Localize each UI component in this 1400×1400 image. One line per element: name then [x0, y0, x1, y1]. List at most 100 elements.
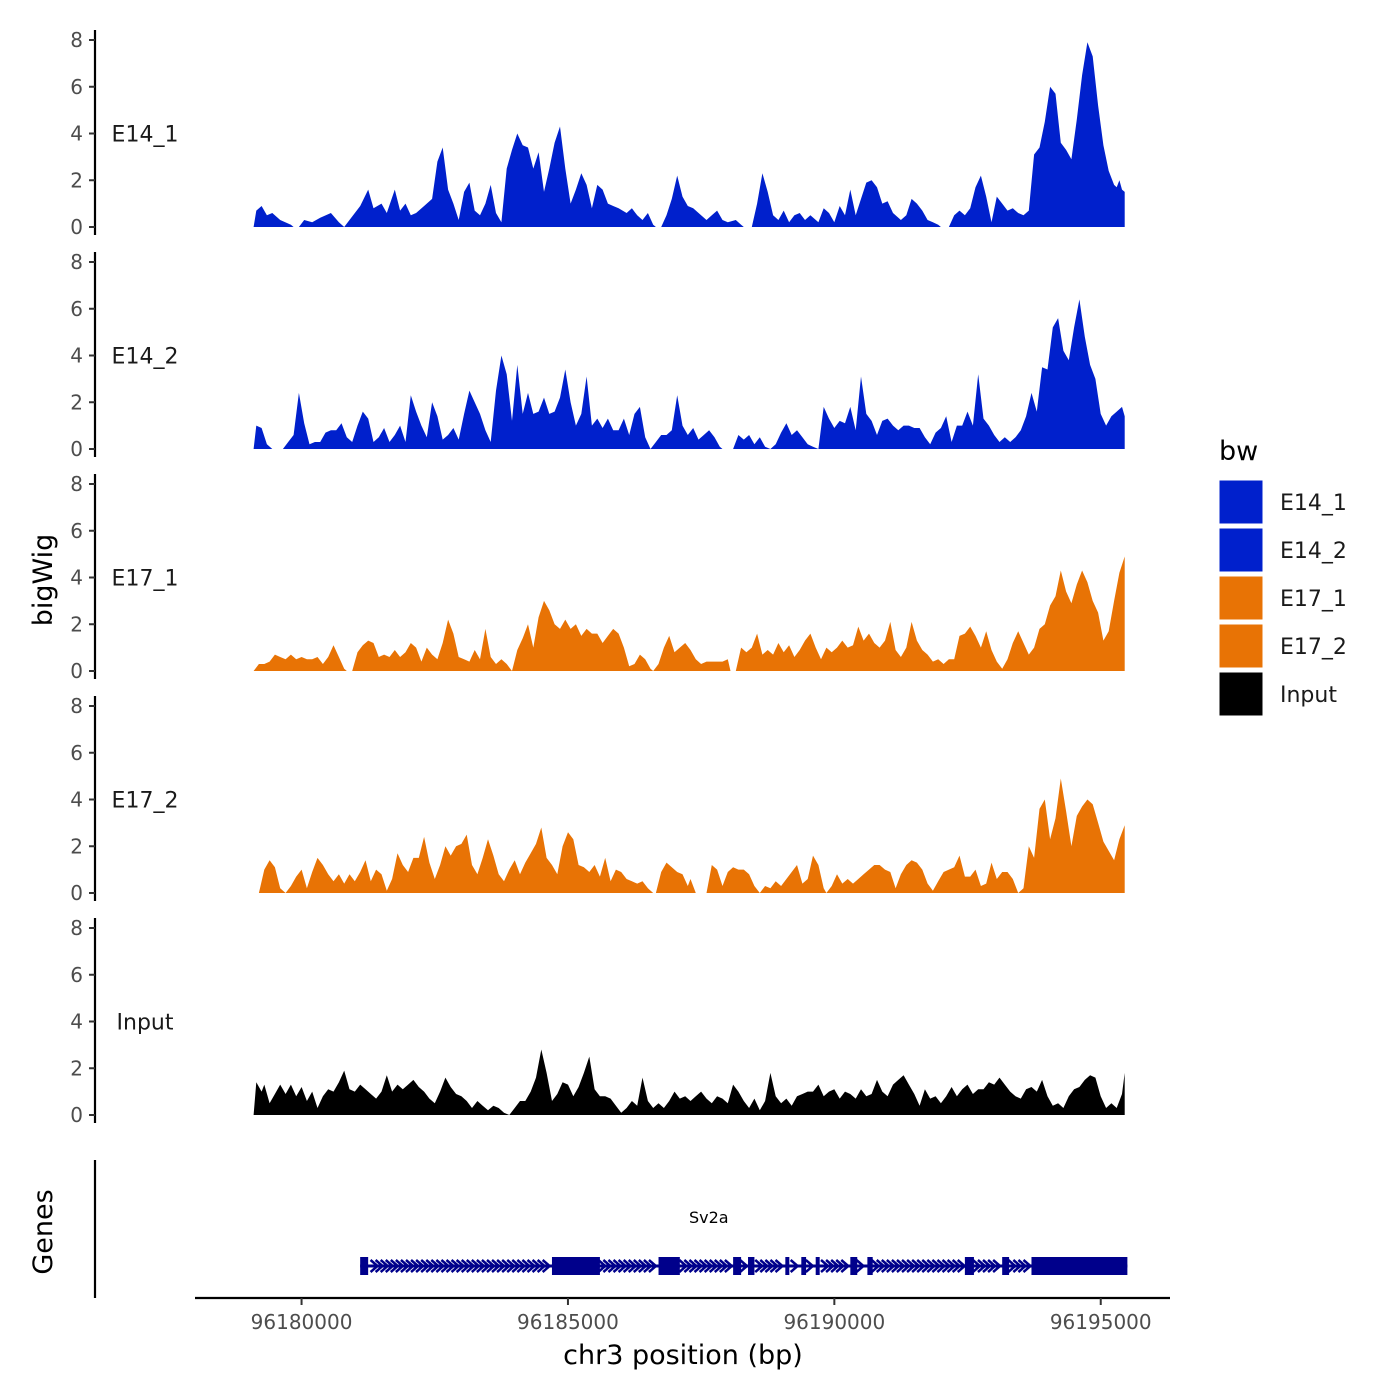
strand-arrow [384, 1259, 395, 1273]
strand-arrow [617, 1259, 628, 1273]
strand-arrow [612, 1259, 623, 1273]
gene-name-label: Sv2a [689, 1208, 729, 1227]
strand-arrow [946, 1259, 957, 1273]
strand-arrow [718, 1259, 729, 1273]
y-tick-label: 8 [70, 916, 83, 940]
strand-arrow [977, 1259, 987, 1273]
strand-arrow [683, 1259, 694, 1273]
strand-arrow [693, 1259, 704, 1273]
exon-block [658, 1257, 680, 1275]
strand-arrow [987, 1259, 997, 1273]
strand-arrow [906, 1259, 916, 1273]
strand-arrow [516, 1259, 527, 1273]
strand-arrow [1017, 1259, 1028, 1273]
signal-area [253, 556, 1125, 671]
strand-arrow [698, 1259, 709, 1273]
strand-arrow [739, 1259, 749, 1273]
strand-arrow [541, 1259, 552, 1273]
strand-arrow [774, 1259, 785, 1273]
track-label: E14_2 [112, 345, 179, 370]
y-tick-label: 2 [70, 834, 83, 858]
legend-label: E17_1 [1280, 587, 1347, 612]
strand-arrow [840, 1259, 851, 1273]
strand-arrow [374, 1259, 385, 1273]
strand-arrow [708, 1259, 719, 1273]
exon-block [1002, 1257, 1010, 1275]
exon-block [1031, 1257, 1128, 1275]
strand-arrow [926, 1259, 937, 1273]
legend-label: E14_2 [1280, 539, 1347, 564]
legend: bw E14_1 E14_2 E17_1 E17_2 Input [1218, 436, 1347, 717]
track-e17-2: 0 2 4 6 8 E17_2 [70, 694, 1125, 905]
strand-arrow [764, 1259, 775, 1273]
strand-arrow [830, 1259, 841, 1273]
genes-axis-title: Genes [28, 1189, 59, 1274]
exon-block [551, 1257, 600, 1275]
strand-arrow [886, 1259, 896, 1273]
strand-arrow [936, 1259, 947, 1273]
gene-track: Sv2a [93, 1160, 1128, 1298]
legend-label: E17_2 [1280, 635, 1347, 660]
y-tick-label: 6 [70, 963, 83, 987]
y-tick-label: 8 [70, 250, 83, 274]
strand-arrow [465, 1259, 476, 1273]
exon-block [964, 1257, 974, 1275]
strand-arrow [835, 1259, 846, 1273]
strand-arrow [486, 1259, 496, 1273]
strand-arrow [531, 1259, 542, 1273]
legend-title: bw [1219, 436, 1258, 467]
y-tick-label: 8 [70, 28, 83, 52]
track-label: E17_2 [112, 789, 179, 814]
y-tick-label: 0 [70, 215, 83, 239]
strand-arrow [880, 1259, 891, 1273]
strand-arrow [916, 1259, 927, 1273]
strand-arrow [400, 1259, 410, 1273]
y-tick-label: 0 [70, 437, 83, 461]
strand-arrow [921, 1259, 932, 1273]
legend-swatch [1218, 527, 1264, 573]
legend-swatch [1218, 575, 1264, 621]
y-tick-label: 2 [70, 1056, 83, 1080]
y-tick-label: 8 [70, 694, 83, 718]
strand-arrow [1012, 1259, 1023, 1273]
strand-arrow [622, 1259, 633, 1273]
strand-arrow [445, 1259, 456, 1273]
strand-arrow [805, 1259, 815, 1273]
exon-block [850, 1257, 858, 1275]
strand-arrow [972, 1259, 982, 1273]
strand-arrow [481, 1259, 491, 1273]
strand-arrow [637, 1259, 648, 1273]
y-tick-label: 4 [70, 1010, 83, 1034]
strand-arrow [789, 1259, 800, 1273]
y-tick-label: 4 [70, 788, 83, 812]
signal-area [253, 42, 1125, 227]
legend-swatch [1218, 671, 1264, 717]
strand-arrow [410, 1259, 420, 1273]
y-tick-label: 0 [70, 1103, 83, 1127]
strand-arrow [703, 1259, 714, 1273]
strand-arrow [440, 1259, 451, 1273]
strand-arrow [951, 1259, 962, 1273]
strand-arrow [820, 1259, 830, 1273]
track-label: E14_1 [112, 123, 179, 148]
strand-arrow [536, 1259, 547, 1273]
strand-arrow [643, 1259, 653, 1273]
strand-arrow [526, 1259, 537, 1273]
strand-arrow [956, 1259, 967, 1273]
strand-arrow [491, 1259, 501, 1273]
strand-arrow [632, 1259, 643, 1273]
x-axis-title: chr3 position (bp) [563, 1340, 803, 1371]
strand-arrow [825, 1259, 836, 1273]
x-tick-label: 96180000 [251, 1310, 353, 1334]
strand-arrow [607, 1259, 618, 1273]
strand-arrow [430, 1259, 441, 1273]
strand-arrow [506, 1259, 517, 1273]
track-label: Input [117, 1011, 174, 1036]
legend-swatch [1218, 479, 1264, 525]
strand-arrow [455, 1259, 466, 1273]
y-tick-label: 2 [70, 612, 83, 636]
strand-arrow [891, 1259, 901, 1273]
track-e14-2: 0 2 4 6 8 E14_2 [70, 250, 1125, 461]
track-e17-1: 0 2 4 6 8 E17_1 [70, 472, 1125, 683]
strand-arrow [911, 1259, 922, 1273]
